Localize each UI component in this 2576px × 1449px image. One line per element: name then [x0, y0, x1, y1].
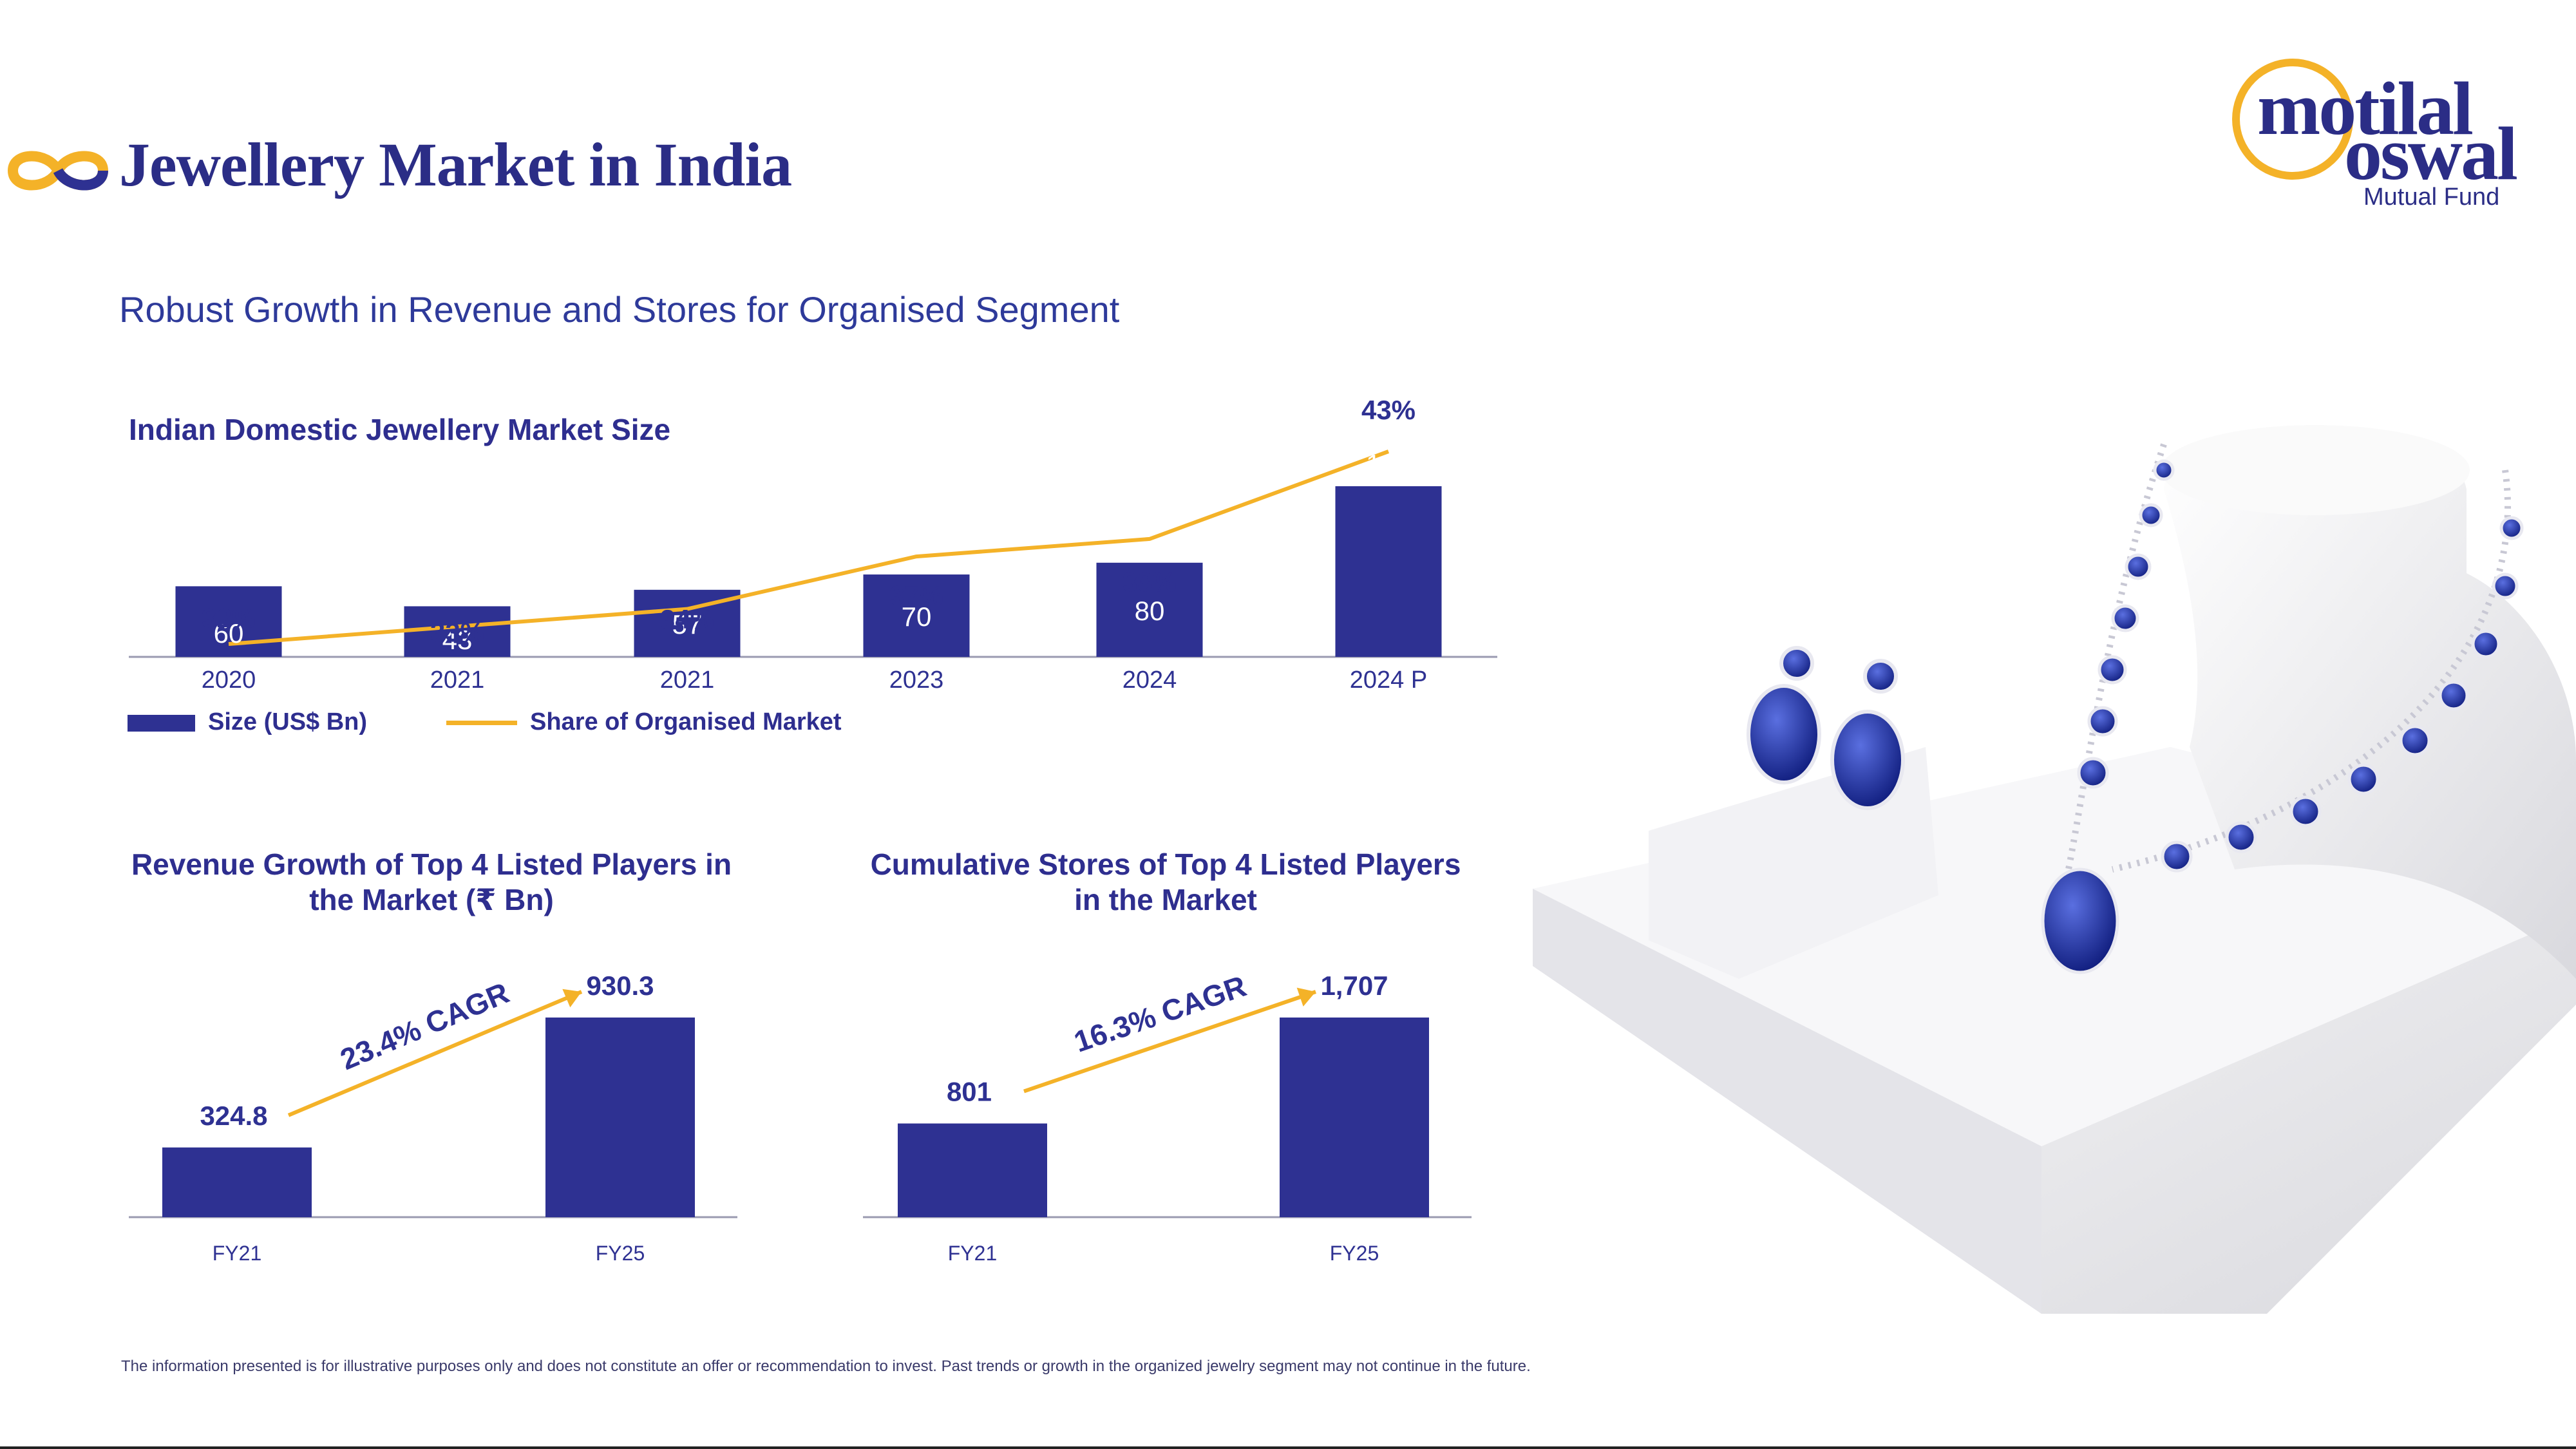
- market-size-value-label: 80: [1135, 596, 1165, 626]
- cagr-arrowhead-icon: [1296, 987, 1316, 1007]
- organised-share-label: 37%: [889, 580, 943, 611]
- market-size-bar: [863, 574, 970, 657]
- bar: [162, 1147, 312, 1217]
- bar: [545, 1018, 695, 1217]
- brand-tagline: Mutual Fund: [2363, 184, 2500, 211]
- market-size-chart-title: Indian Domestic Jewellery Market Size: [129, 413, 671, 446]
- cumulative-stores-chart-title: Cumulative Stores of Top 4 Listed Player…: [870, 848, 1461, 917]
- bar-value-label: 1,707: [1320, 971, 1388, 1001]
- market-size-bar: [1096, 562, 1203, 657]
- revenue-growth-chart-title: Revenue Growth of Top 4 Listed Players i…: [131, 848, 732, 917]
- revenue-growth-chart: 324.8 FY21 930.3 FY25 23.4% CAGR: [129, 971, 737, 1265]
- market-size-value-label: 60: [214, 618, 244, 649]
- market-size-value-label: 145: [1366, 449, 1411, 479]
- bar-value-label: 324.8: [200, 1101, 267, 1131]
- infinity-logo-icon: [7, 151, 109, 191]
- bar-value-label: 801: [947, 1077, 992, 1107]
- x-tick-label: 2024: [1122, 667, 1177, 694]
- legend-line-swatch: [446, 721, 517, 726]
- legend-item-share: Share of Organised Market: [446, 708, 842, 736]
- x-tick-label: FY21: [213, 1242, 261, 1265]
- bar: [1280, 1018, 1429, 1217]
- cagr-arrow-line: [287, 990, 583, 1117]
- x-tick-label: 2024 P: [1350, 667, 1427, 694]
- x-tick-label: FY25: [1330, 1242, 1379, 1265]
- organised-share-label: 33%: [430, 617, 484, 647]
- x-tick-label: FY25: [596, 1242, 645, 1265]
- page-title: Jewellery Market in India: [119, 130, 792, 199]
- brand-logo-icon: [2232, 59, 2353, 180]
- market-size-bar: [404, 606, 511, 657]
- legend-label-size: Size (US$ Bn): [208, 708, 368, 735]
- brand-name-line2: oswal: [2344, 111, 2518, 196]
- disclaimer-text: The information presented is for illustr…: [121, 1358, 1531, 1375]
- brand-name-line1: motilal: [2257, 66, 2474, 151]
- x-tick-label: 2023: [889, 667, 944, 694]
- x-tick-label: FY21: [948, 1242, 997, 1265]
- organised-share-label: 32%: [202, 603, 256, 633]
- organised-share-label: 43%: [1361, 395, 1416, 425]
- section-subtitle: Robust Growth in Revenue and Stores for …: [119, 289, 1120, 330]
- bar: [898, 1123, 1047, 1217]
- market-size-value-label: 70: [902, 601, 932, 632]
- market-size-bar: [175, 586, 282, 657]
- cagr-label: 23.4% CAGR: [336, 976, 514, 1076]
- bottom-divider: [0, 1446, 2576, 1449]
- cagr-arrow-line: [1023, 990, 1316, 1094]
- x-tick-label: 2021: [430, 667, 485, 694]
- market-size-value-label: 43: [442, 625, 473, 655]
- x-tick-label: 2020: [202, 667, 256, 694]
- market-size-chart: 60 43 57 70 80 145 32% 33% 34% 37% 38% 43% 2020 2021 2…: [129, 395, 1497, 694]
- organised-share-label: 34%: [660, 604, 714, 634]
- market-size-bar: [1335, 486, 1442, 657]
- jewellery-display-image: [1533, 425, 2576, 1314]
- organised-share-label: 38%: [1122, 567, 1177, 597]
- organised-share-line: [228, 450, 1390, 646]
- legend-bar-swatch: [128, 714, 195, 732]
- market-size-value-label: 57: [672, 609, 703, 639]
- x-tick-label: 2021: [660, 667, 715, 694]
- cagr-arrowhead-icon: [562, 989, 582, 1008]
- legend-item-size: Size (US$ Bn): [128, 708, 367, 736]
- bar-value-label: 930.3: [586, 971, 654, 1001]
- legend-label-share: Share of Organised Market: [530, 708, 842, 735]
